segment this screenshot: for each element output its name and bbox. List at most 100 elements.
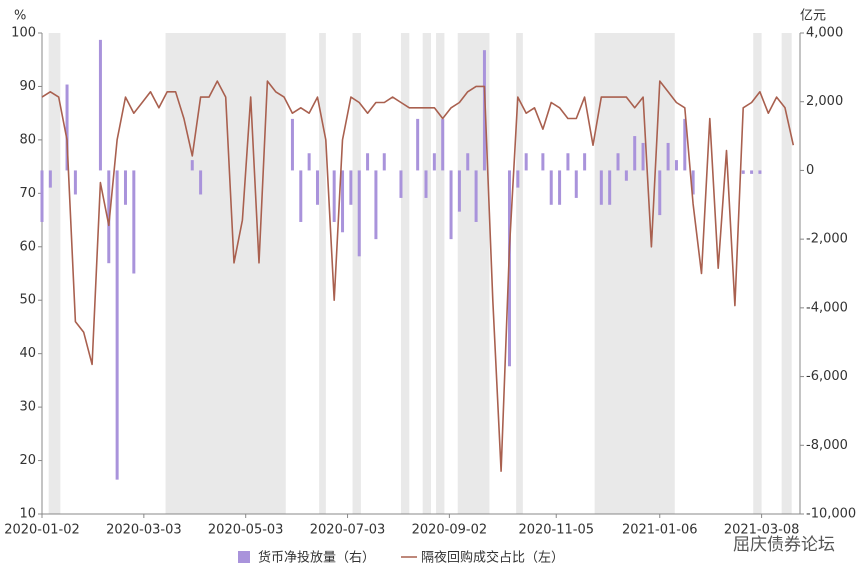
- bar: [399, 170, 403, 198]
- shaded-range: [436, 33, 445, 514]
- bar: [48, 170, 52, 188]
- bar: [574, 170, 578, 198]
- bar: [674, 160, 678, 171]
- bar: [307, 153, 311, 171]
- x-tick-label: 2021-01-06: [622, 523, 698, 538]
- legend-swatch: [238, 551, 250, 563]
- y2-tick-label: -10,000: [806, 507, 856, 522]
- y2-tick-label: -8,000: [806, 438, 848, 453]
- x-tick-label: 2020-03-03: [106, 523, 182, 538]
- bar: [583, 153, 587, 171]
- bar: [416, 118, 420, 171]
- bar: [115, 170, 119, 480]
- bar: [474, 170, 478, 222]
- y2-tick-label: 0: [806, 163, 814, 178]
- line: [41, 80, 795, 472]
- bar: [382, 153, 386, 171]
- shaded-range: [781, 33, 792, 514]
- bar: [349, 170, 353, 205]
- bar: [73, 170, 77, 195]
- y-tick-label: 70: [19, 186, 36, 201]
- shaded-range: [48, 33, 61, 514]
- bar: [683, 118, 687, 171]
- bar: [123, 170, 127, 205]
- y-tick-label: 60: [19, 239, 36, 254]
- y-tick-label: 80: [19, 132, 36, 147]
- x-tick-label: 2020-07-03: [310, 523, 386, 538]
- shaded-range: [753, 33, 762, 514]
- bar: [666, 142, 670, 171]
- bar: [357, 170, 361, 257]
- bar: [290, 118, 294, 171]
- bar: [98, 39, 102, 171]
- x-tick-label: 2020-11-05: [518, 523, 594, 538]
- bar: [641, 142, 645, 171]
- bar: [132, 170, 136, 274]
- y-tick-label: 30: [19, 400, 36, 415]
- bar: [457, 170, 461, 212]
- bar: [658, 170, 662, 216]
- legend-item: 隔夜回购成交占比（左）: [401, 550, 564, 566]
- y2-tick-label: -4,000: [806, 300, 848, 315]
- y2-tick-label: -2,000: [806, 232, 848, 247]
- bar: [366, 153, 370, 171]
- bar: [107, 170, 111, 264]
- bar: [549, 170, 553, 205]
- shaded-range: [516, 33, 523, 514]
- bar: [566, 153, 570, 171]
- shaded-range: [319, 33, 326, 514]
- bar: [432, 153, 436, 171]
- y2-axis-unit: 亿元: [800, 9, 826, 24]
- bar: [190, 160, 194, 171]
- legend-label: 货币净投放量（右）: [258, 550, 375, 566]
- bar: [482, 50, 486, 171]
- shaded-range: [400, 33, 410, 514]
- y-axis-unit: %: [14, 9, 26, 24]
- bar: [633, 136, 637, 171]
- bar: [424, 170, 428, 198]
- bar: [332, 170, 336, 222]
- bar: [599, 170, 603, 205]
- bar: [691, 170, 695, 195]
- bar: [40, 170, 44, 222]
- x-tick-label: 2020-09-02: [412, 523, 488, 538]
- bar: [65, 84, 69, 171]
- bar: [616, 153, 620, 171]
- bar: [524, 153, 528, 171]
- y-tick-label: 20: [19, 453, 36, 468]
- bar: [624, 170, 628, 181]
- bar: [441, 118, 445, 171]
- shaded-range: [422, 33, 432, 514]
- y2-tick-label: -6,000: [806, 369, 848, 384]
- bar: [466, 153, 470, 171]
- bar: [558, 170, 562, 205]
- bar: [516, 170, 520, 188]
- bar: [750, 170, 754, 174]
- x-tick-label: 2021-03-08: [724, 523, 800, 538]
- bar: [741, 170, 745, 174]
- legend-label: 隔夜回购成交占比（左）: [421, 550, 564, 566]
- y-tick-label: 10: [19, 507, 36, 522]
- bar: [758, 170, 762, 174]
- x-tick-label: 2020-01-02: [4, 523, 80, 538]
- bar: [541, 153, 545, 171]
- y-tick-label: 40: [19, 346, 36, 361]
- y-tick-label: 100: [11, 26, 36, 41]
- bar: [608, 170, 612, 205]
- y2-tick-label: 4,000: [806, 26, 843, 41]
- legend-item: 货币净投放量（右）: [238, 550, 375, 566]
- bar: [199, 170, 203, 195]
- shaded-range: [352, 33, 361, 514]
- bar: [341, 170, 345, 233]
- y-tick-label: 90: [19, 79, 36, 94]
- y-tick-label: 50: [19, 293, 36, 308]
- bar: [449, 170, 453, 240]
- bar: [315, 170, 319, 205]
- x-tick-label: 2020-05-03: [208, 523, 284, 538]
- bar: [374, 170, 378, 240]
- shaded-range: [594, 33, 675, 514]
- y2-tick-label: 2,000: [806, 94, 843, 109]
- bar: [299, 170, 303, 222]
- watermark: 屈庆债券论坛: [733, 535, 835, 555]
